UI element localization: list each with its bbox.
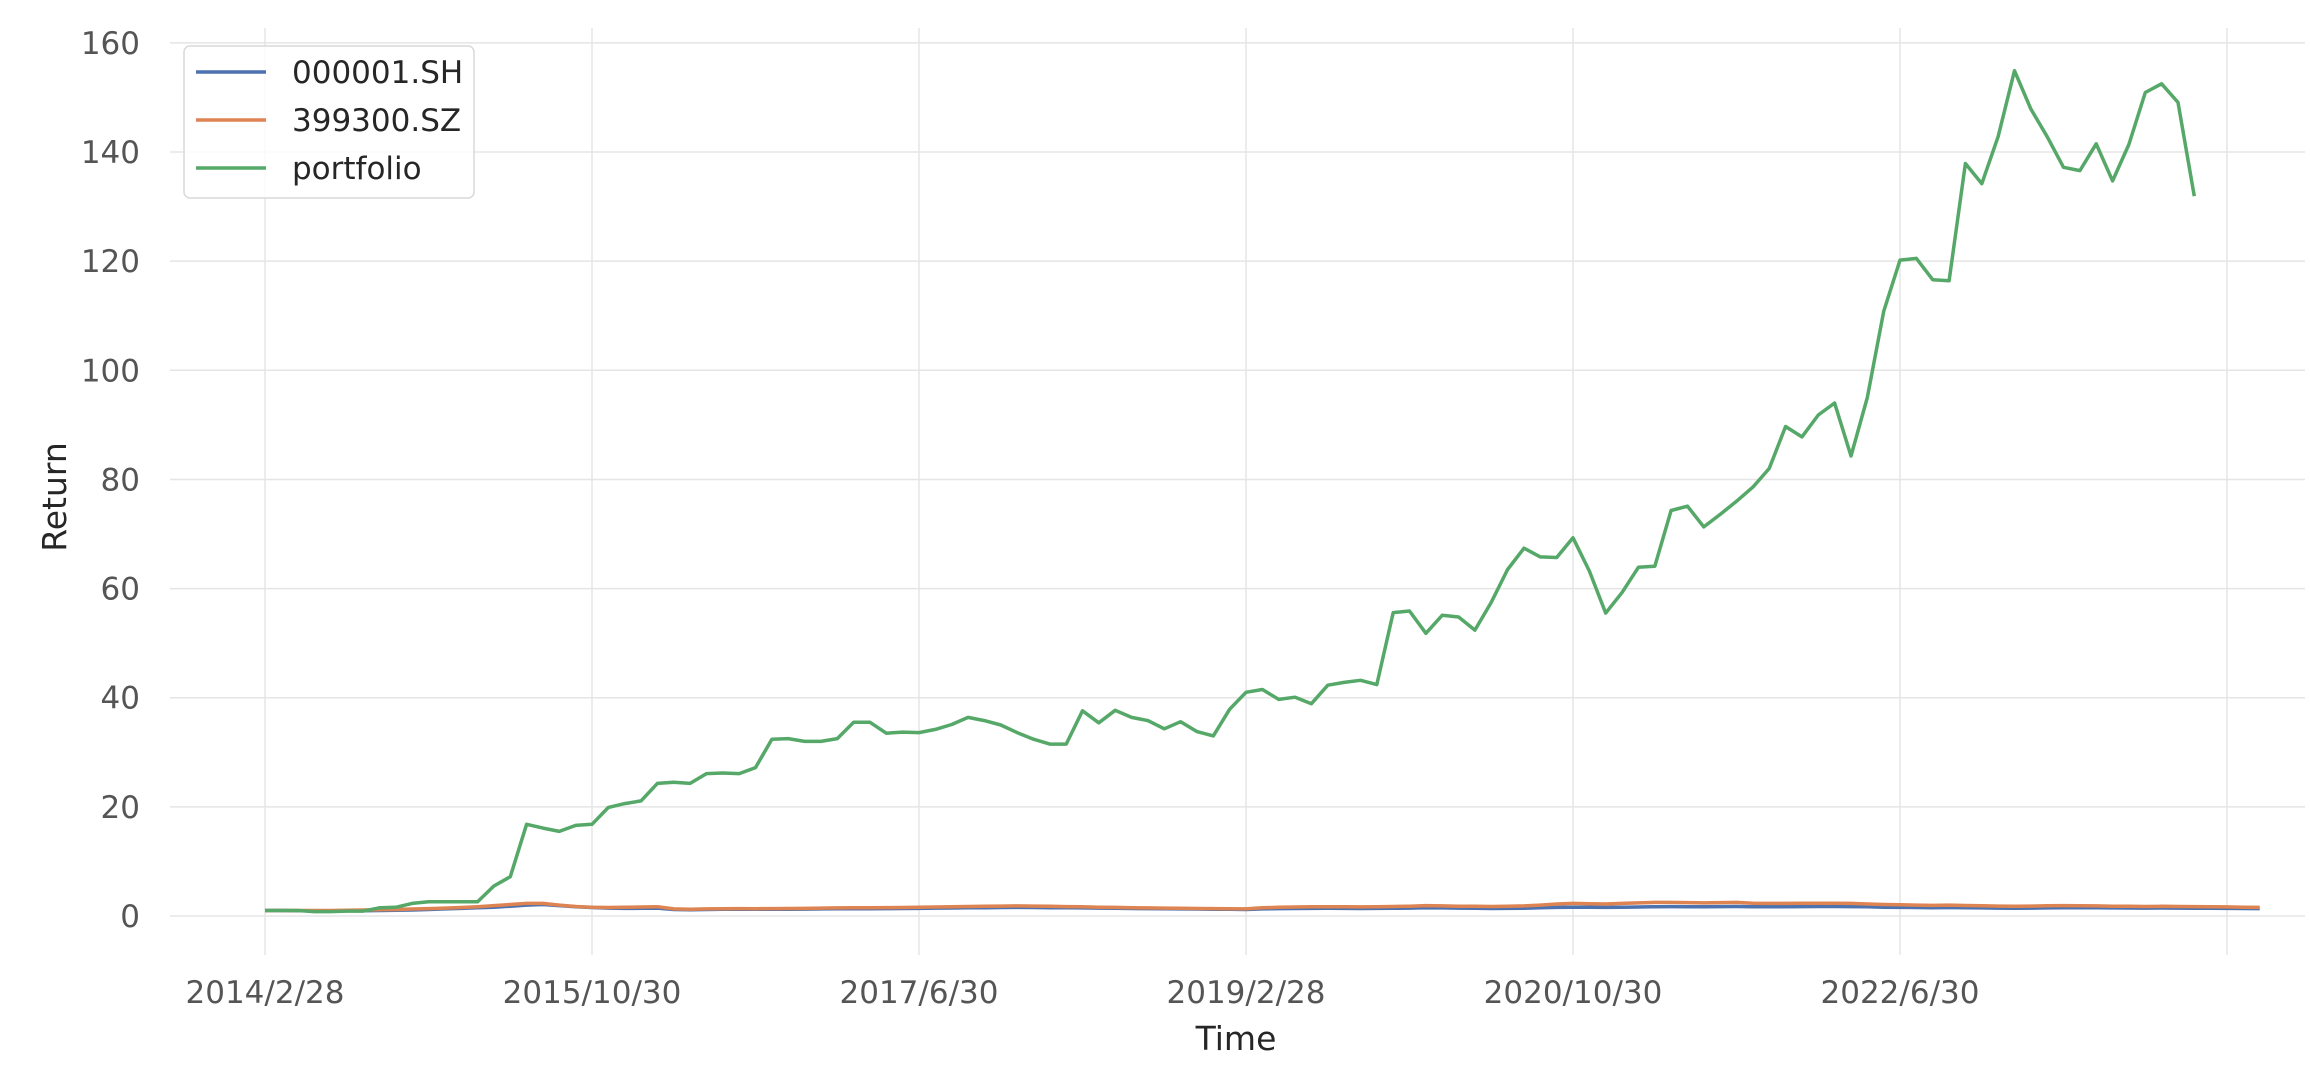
y-tick-label: 20 — [101, 790, 140, 826]
x-axis-title: Time — [1195, 1019, 1277, 1058]
legend-box — [183, 45, 475, 199]
x-tick-label: 2014/2/28 — [186, 975, 345, 1011]
y-tick-label: 120 — [81, 244, 140, 280]
series-lines — [265, 68, 2260, 914]
x-tick-label: 2015/10/30 — [503, 975, 682, 1011]
y-tick-label: 0 — [120, 899, 140, 935]
x-tick-label: 2017/6/30 — [840, 975, 999, 1011]
x-tick-label: 2019/2/28 — [1167, 975, 1326, 1011]
grid-lines — [170, 28, 2305, 955]
y-tick-label: 160 — [81, 26, 140, 62]
x-tick-label: 2020/10/30 — [1484, 975, 1663, 1011]
legend-label: portfolio — [292, 151, 422, 187]
y-axis-title: Return — [35, 442, 74, 552]
y-tick-label: 60 — [101, 572, 140, 608]
y-tick-labels: 0 20 40 60 80 100 120 140 160 — [81, 26, 140, 935]
series-line-portfolio — [265, 68, 2197, 914]
y-tick-label: 40 — [101, 681, 140, 717]
y-tick-label: 80 — [101, 462, 140, 498]
legend: 000001.SH 399300.SZ portfolio — [183, 45, 475, 199]
series-line-399300-sz — [265, 900, 2260, 913]
legend-label: 399300.SZ — [292, 103, 461, 139]
y-tick-label: 100 — [81, 353, 140, 389]
legend-label: 000001.SH — [292, 55, 463, 91]
y-tick-label: 140 — [81, 135, 140, 171]
x-tick-label: 2022/6/30 — [1821, 975, 1980, 1011]
x-tick-labels: 2014/2/28 2015/10/30 2017/6/30 2019/2/28 202… — [186, 975, 1980, 1011]
